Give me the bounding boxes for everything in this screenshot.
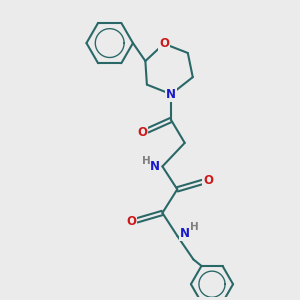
Text: H: H bbox=[142, 156, 151, 166]
Text: N: N bbox=[150, 160, 160, 173]
Text: O: O bbox=[137, 125, 147, 139]
Text: H: H bbox=[190, 222, 199, 232]
Text: N: N bbox=[166, 88, 176, 101]
Text: O: O bbox=[203, 174, 213, 187]
Text: N: N bbox=[180, 227, 190, 240]
Text: O: O bbox=[159, 37, 169, 50]
Text: O: O bbox=[126, 215, 136, 228]
